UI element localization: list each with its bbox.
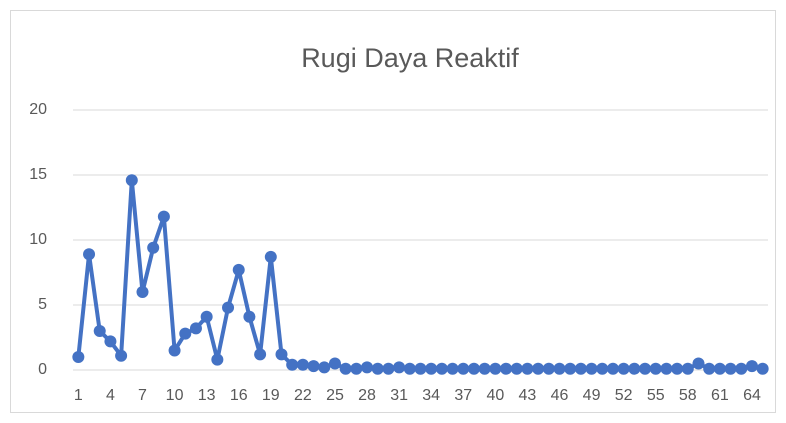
x-tick-label: 46 [551, 387, 569, 404]
point [307, 360, 320, 373]
x-tick-label: 7 [138, 387, 147, 404]
point [403, 362, 416, 375]
x-tick-label: 31 [390, 387, 408, 404]
y-tick-label: 15 [29, 166, 47, 183]
x-tick-label: 28 [358, 387, 376, 404]
y-tick-label: 10 [29, 231, 47, 248]
point [136, 286, 149, 298]
point [649, 362, 662, 375]
point [692, 357, 705, 370]
point [414, 362, 427, 375]
point [93, 325, 106, 337]
point [104, 335, 117, 348]
point [189, 322, 202, 335]
point [254, 348, 267, 361]
point [500, 362, 513, 375]
point [147, 241, 160, 254]
x-tick-label: 52 [615, 387, 633, 404]
y-tick-label: 0 [38, 361, 47, 378]
point [585, 362, 598, 375]
point [157, 210, 170, 223]
point [361, 361, 374, 374]
y-tick-label: 5 [38, 296, 47, 313]
point [564, 362, 577, 375]
point [596, 362, 609, 375]
point [382, 362, 395, 375]
point [639, 362, 652, 375]
x-tick-label: 43 [519, 387, 537, 404]
x-tick-label: 16 [230, 387, 248, 404]
point [393, 361, 406, 374]
chart-title: Rugi Daya Reaktif [301, 43, 519, 73]
point [532, 362, 545, 375]
point [713, 362, 726, 375]
point [339, 362, 352, 375]
x-tick-label: 13 [198, 387, 216, 404]
x-tick-label: 22 [294, 387, 312, 404]
point [606, 362, 619, 375]
point [735, 362, 748, 375]
point [168, 344, 181, 357]
point [435, 362, 448, 375]
point [671, 362, 684, 375]
point [72, 351, 85, 363]
point [318, 361, 331, 374]
point [660, 362, 673, 375]
point [478, 362, 491, 375]
point [467, 362, 480, 375]
point [617, 362, 630, 375]
x-tick-label: 37 [454, 387, 472, 404]
point [745, 360, 758, 373]
point [553, 362, 566, 375]
x-tick-label: 49 [583, 387, 601, 404]
point [222, 301, 235, 314]
point [350, 362, 363, 375]
point [286, 358, 299, 371]
point [371, 362, 384, 375]
x-tick-label: 34 [422, 387, 440, 404]
point [200, 310, 213, 323]
point [542, 362, 555, 375]
x-tick-label: 1 [74, 387, 83, 404]
point [574, 362, 587, 375]
point [489, 362, 502, 375]
point [296, 358, 309, 371]
point [328, 357, 341, 370]
point [628, 362, 641, 375]
point [510, 362, 523, 375]
point [115, 349, 128, 362]
point [425, 362, 438, 375]
chart-frame [10, 10, 776, 413]
x-tick-label: 10 [166, 387, 184, 404]
point [681, 362, 694, 375]
x-tick-label: 19 [262, 387, 280, 404]
point [232, 263, 245, 276]
x-tick-label: 55 [647, 387, 665, 404]
x-tick-label: 4 [106, 387, 115, 404]
x-tick-label: 25 [326, 387, 344, 404]
point [211, 353, 224, 366]
point [446, 362, 459, 375]
point [724, 362, 737, 375]
point [83, 248, 96, 261]
x-tick-label: 61 [711, 387, 729, 404]
x-tick-label: 58 [679, 387, 697, 404]
point [179, 327, 192, 340]
x-tick-label: 64 [743, 387, 761, 404]
point [521, 362, 534, 375]
point [275, 348, 288, 361]
point [703, 362, 716, 375]
point [457, 362, 470, 375]
point [756, 362, 769, 375]
x-tick-label: 40 [486, 387, 504, 404]
point [264, 250, 277, 263]
y-tick-label: 20 [29, 101, 47, 118]
point [125, 174, 138, 187]
point [243, 310, 256, 323]
